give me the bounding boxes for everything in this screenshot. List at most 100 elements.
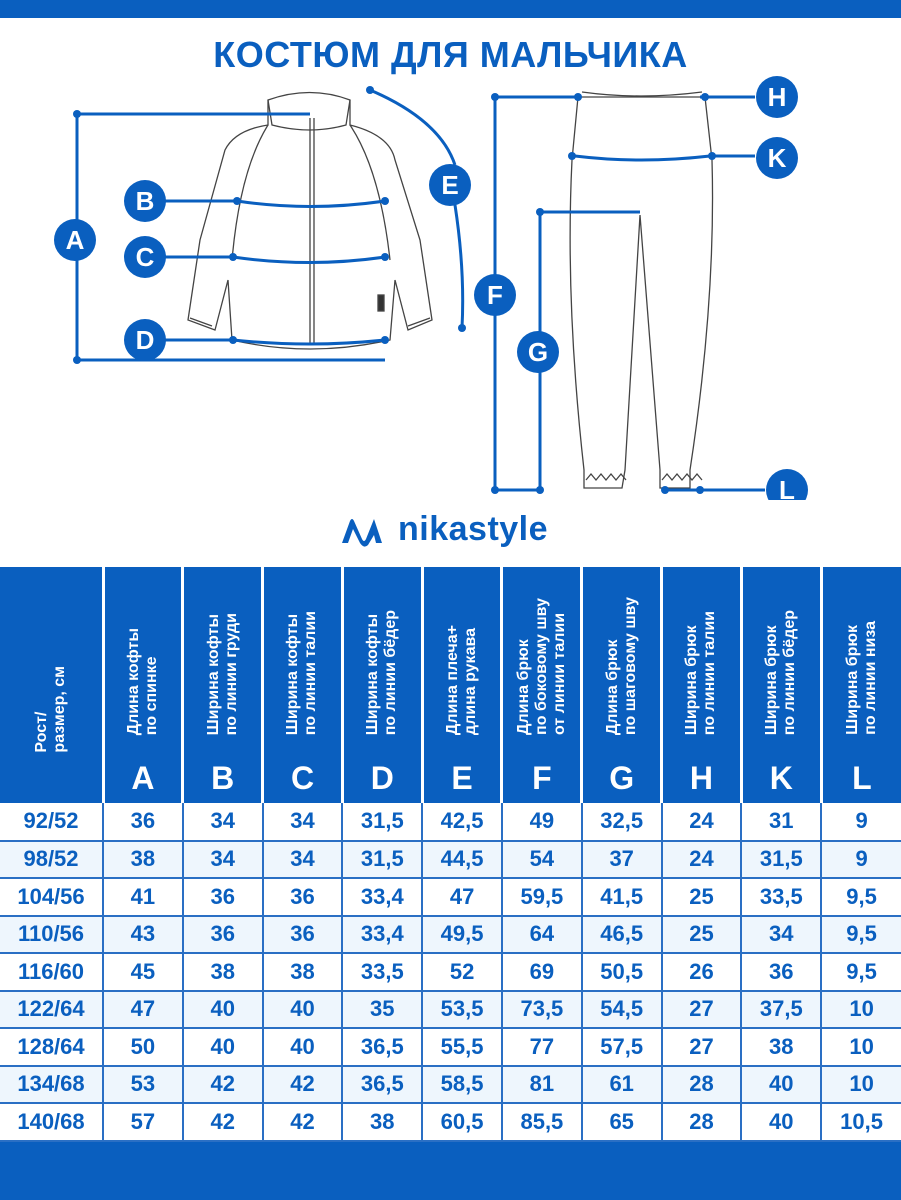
table-row: 98/52 38 34 34 31,5 44,5 54 37 24 31,5 9 (0, 840, 901, 879)
measurement-cell: 28 (660, 1065, 743, 1104)
measurement-cell: 45 (102, 953, 184, 992)
column-label: Рост/ размер, см (32, 666, 68, 753)
marker-circles: A B C D E F G H K L (54, 76, 808, 500)
measurement-cell: 58,5 (421, 1065, 503, 1104)
table-row: 92/52 36 34 34 31,5 42,5 49 32,5 24 31 9 (0, 803, 901, 842)
marker-c: C (124, 236, 166, 278)
column-letter: E (451, 760, 473, 796)
measurement-cell: 38 (181, 953, 264, 992)
marker-l-label: L (779, 475, 795, 500)
measurement-cell: 36 (181, 915, 264, 954)
marker-b-label: B (136, 186, 155, 216)
table-row: 134/68 53 42 42 36,5 58,5 81 61 28 40 10 (0, 1065, 901, 1104)
size-cell: 104/56 (0, 878, 104, 917)
measurement-cell: 57,5 (580, 1028, 663, 1067)
measurement-cell: 24 (660, 803, 743, 842)
measurement-cell: 9 (820, 803, 901, 842)
measurement-cell: 37 (580, 840, 663, 879)
measurement-cell: 32,5 (580, 803, 663, 842)
column-header: Длина плеча+ длина рукава E (420, 567, 502, 803)
pants-drawing (569, 91, 714, 489)
marker-g: G (517, 331, 559, 373)
measurement-cell: 54,5 (580, 990, 663, 1029)
measurement-cell: 85,5 (500, 1103, 583, 1142)
size-cell: 116/60 (0, 953, 104, 992)
measurement-cell: 35 (341, 990, 424, 1029)
column-label: Длина брюк по боковому шву от линии тали… (514, 598, 568, 735)
measurement-cell: 31,5 (341, 840, 424, 879)
column-letter: B (211, 760, 235, 796)
measurement-cell: 9,5 (820, 953, 901, 992)
measurement-cell: 36 (261, 915, 344, 954)
measurement-cell: 10 (820, 1028, 901, 1067)
measurement-cell: 38 (341, 1103, 424, 1142)
measurement-cell: 31,5 (740, 840, 823, 879)
marker-e-label: E (441, 170, 458, 200)
size-cell: 92/52 (0, 803, 104, 842)
nikastyle-logo-icon (342, 518, 382, 547)
column-header: Длина брюк по боковому шву от линии тали… (500, 567, 582, 803)
measurement-cell: 28 (660, 1103, 743, 1142)
measurement-cell: 36 (102, 803, 184, 842)
measurement-cell: 10 (820, 1065, 901, 1104)
marker-l: L (766, 469, 808, 500)
measurement-cell: 33,5 (341, 953, 424, 992)
table-row: 104/56 41 36 36 33,4 47 59,5 41,5 25 33,5 9,5 (0, 878, 901, 917)
column-header: Ширина кофты по линии груди B (181, 567, 263, 803)
bottom-bar (0, 1142, 901, 1200)
size-cell: 110/56 (0, 915, 104, 954)
top-bar (0, 0, 901, 18)
size-cell: 134/68 (0, 1065, 104, 1104)
column-label: Ширина кофты по линии талии (284, 610, 320, 735)
marker-g-label: G (528, 337, 548, 367)
measurement-cell: 33,4 (341, 915, 424, 954)
size-cell: 128/64 (0, 1028, 104, 1067)
column-letter: A (131, 760, 155, 796)
table-row: 116/60 45 38 38 33,5 52 69 50,5 26 36 9,5 (0, 953, 901, 992)
measurement-cell: 47 (421, 878, 503, 917)
measurement-cell: 9,5 (820, 915, 901, 954)
measurement-cell: 36 (261, 878, 344, 917)
measurement-cell: 36 (740, 953, 823, 992)
measurement-cell: 55,5 (421, 1028, 503, 1067)
measurement-cell: 40 (261, 1028, 344, 1067)
measurement-cell: 10,5 (820, 1103, 901, 1142)
column-letter: G (609, 760, 635, 796)
measurement-cell: 27 (660, 1028, 743, 1067)
measurement-cell: 61 (580, 1065, 663, 1104)
measurement-cell: 42 (261, 1065, 344, 1104)
measurement-cell: 34 (181, 840, 264, 879)
brand-name: nikastyle (398, 510, 549, 548)
measurement-cell: 40 (740, 1103, 823, 1142)
column-label: Длина плеча+ длина рукава (444, 624, 480, 735)
measurement-cell: 44,5 (421, 840, 503, 879)
column-label: Длина кофты по спинке (124, 627, 160, 735)
marker-c-label: C (136, 242, 155, 272)
marker-h-label: H (768, 82, 787, 112)
measurement-cell: 38 (261, 953, 344, 992)
measurement-cell: 53,5 (421, 990, 503, 1029)
table-row: 140/68 57 42 42 38 60,5 85,5 65 28 40 10,5 (0, 1103, 901, 1142)
table-row: 110/56 43 36 36 33,4 49,5 64 46,5 25 34 9,5 (0, 915, 901, 954)
column-header: Длина брюк по шаговому шву G (580, 567, 662, 803)
marker-f: F (474, 274, 516, 316)
measurement-cell: 49,5 (421, 915, 503, 954)
size-cell: 98/52 (0, 840, 104, 879)
measurement-cell: 60,5 (421, 1103, 503, 1142)
measurement-cell: 42,5 (421, 803, 503, 842)
measurement-cell: 69 (500, 953, 583, 992)
column-label: Ширина брюк по линии талии (683, 610, 719, 735)
column-header: Рост/ размер, см (0, 567, 103, 803)
measurement-cell: 26 (660, 953, 743, 992)
measurement-cell: 36,5 (341, 1028, 424, 1067)
marker-b: B (124, 180, 166, 222)
measurement-cell: 50 (102, 1028, 184, 1067)
column-letter: C (290, 760, 315, 796)
measurement-cell: 81 (500, 1065, 583, 1104)
brand-logo: nikastyle (340, 510, 548, 549)
measure-lines (75, 88, 765, 492)
measurement-cell: 41 (102, 878, 184, 917)
column-label: Длина брюк по шаговому шву (603, 596, 639, 735)
measurement-cell: 64 (500, 915, 583, 954)
measurement-cell: 50,5 (580, 953, 663, 992)
